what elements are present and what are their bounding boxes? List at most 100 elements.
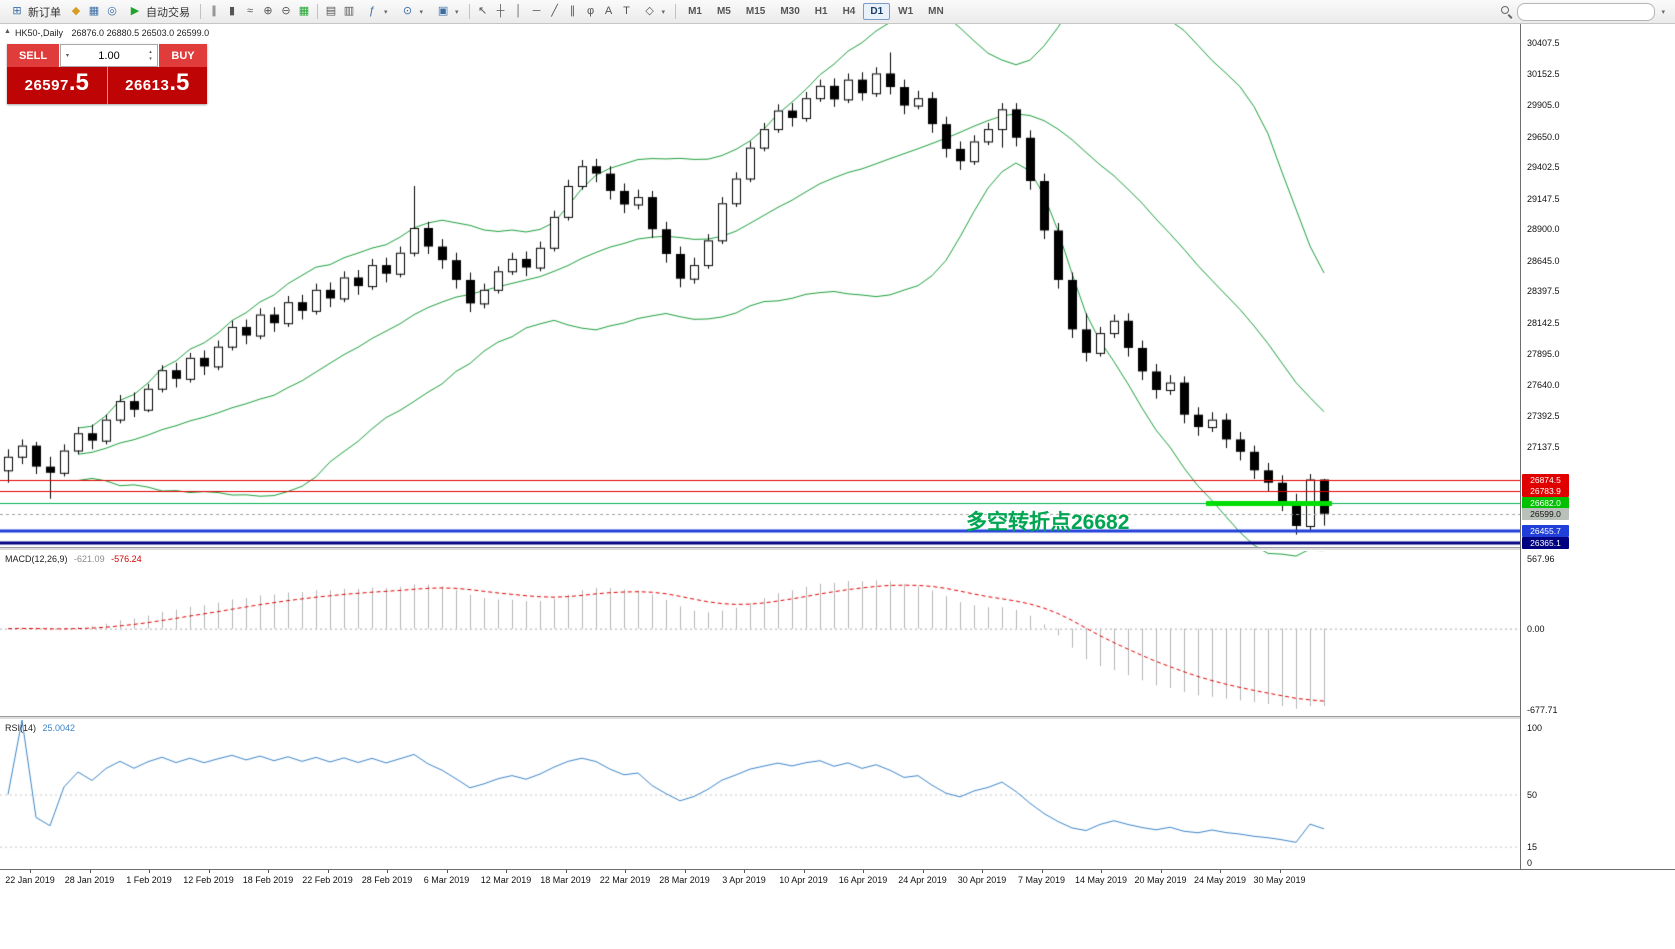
date-tick	[565, 870, 567, 873]
fibonacci-icon[interactable]: φ	[586, 5, 595, 17]
date-label: 30 May 2019	[1253, 875, 1306, 885]
periods-button[interactable]: ⊙ ▾	[395, 2, 429, 22]
crosshair-icon[interactable]: ┼	[496, 5, 505, 17]
date-label: 3 Apr 2019	[722, 875, 766, 885]
timeframe-w1-button[interactable]: W1	[898, 6, 914, 17]
date-tick	[922, 870, 924, 873]
price-level-tag[interactable]: 26874.5	[1522, 473, 1569, 486]
tile-windows-icon[interactable]: ▤	[325, 5, 337, 17]
chevron-down-icon: ▾	[419, 8, 424, 16]
zoom-in-icon[interactable]: ⊕	[263, 5, 273, 17]
macd-name: MACD(12,26,9)	[5, 554, 68, 564]
date-label: 22 Mar 2019	[599, 875, 651, 885]
date-tick	[149, 870, 150, 873]
price-tick-label: 28397.5	[1527, 286, 1560, 297]
cursor-icon[interactable]: ↖	[477, 5, 488, 17]
profile-icon[interactable]: ◎	[107, 5, 117, 17]
chart-plot-canvas[interactable]	[0, 24, 1520, 949]
pane-separator[interactable]	[0, 547, 1675, 551]
channel-icon[interactable]: ∥	[569, 5, 576, 17]
price-level-tag[interactable]: 26783.9	[1522, 484, 1569, 497]
chart-ohlc-values: 26876.0 26880.5 26503.0 26599.0	[71, 28, 210, 38]
timeframe-h1-button[interactable]: H1	[814, 6, 828, 17]
cascade-windows-icon[interactable]: ▥	[343, 5, 355, 17]
indicators-button[interactable]: ƒ ▾	[359, 2, 393, 22]
rsi-label: RSI(14) 25.0042	[5, 723, 75, 733]
templates-icon: ▣	[437, 5, 449, 17]
autotrade-play-icon: ▶	[130, 5, 140, 17]
price-tick-label: 27640.0	[1527, 380, 1560, 391]
price-tick-label: 29402.5	[1527, 162, 1560, 173]
time-axis[interactable]: 22 Jan 2019 28 Jan 2019 1 Feb 2019 12 Feb 2…	[0, 869, 1675, 889]
timeframe-mn-button[interactable]: MN	[928, 6, 944, 17]
rsi-name: RSI(14)	[5, 723, 37, 733]
volume-down-icon[interactable]: ▾	[149, 55, 152, 62]
buy-price-base: 26613	[125, 77, 170, 94]
one-click-trade-panel: SELL ▾ ▴ ▾ BUY 26597 .5 26613 .5	[7, 44, 207, 104]
date-label: 12 Feb 2019	[183, 875, 234, 885]
date-label: 12 Mar 2019	[480, 875, 532, 885]
chevron-down-icon: ▾	[661, 8, 666, 16]
search-icon[interactable]	[1501, 6, 1512, 17]
date-tick	[982, 870, 983, 873]
charts-icon[interactable]: ▦	[88, 5, 100, 17]
search-input[interactable]	[1517, 2, 1656, 21]
mql-market-icon[interactable]: ◆	[71, 5, 81, 17]
price-tick-label: 29147.5	[1527, 193, 1560, 204]
timeframe-m15-button[interactable]: M15	[745, 6, 766, 17]
volume-input[interactable]	[74, 45, 144, 66]
pane-separator[interactable]	[0, 716, 1675, 720]
candlestick-chart-icon[interactable]: ▮	[228, 5, 236, 17]
label-tool-icon[interactable]: T	[623, 5, 630, 17]
macd-scale-label: -677.71	[1527, 705, 1558, 715]
timeframe-m1-button[interactable]: M1	[688, 6, 702, 17]
chevron-down-icon[interactable]: ▾	[1661, 8, 1665, 16]
price-level-tag[interactable]: 26455.7	[1522, 525, 1569, 538]
volume-dropdown-icon[interactable]: ▾	[65, 53, 69, 59]
buy-button[interactable]: BUY	[159, 44, 207, 67]
date-label: 14 May 2019	[1074, 875, 1128, 885]
chart-annotation-text[interactable]: 多空转折点26682	[966, 511, 1130, 534]
price-level-tag[interactable]: 26365.1	[1522, 536, 1569, 549]
trendline-icon[interactable]: ╱	[551, 5, 558, 17]
date-label: 24 May 2019	[1193, 875, 1247, 885]
timeframe-m5-button[interactable]: M5	[716, 6, 731, 17]
date-label: 18 Feb 2019	[242, 875, 294, 885]
horizontal-line-icon[interactable]: ─	[532, 5, 541, 17]
templates-button[interactable]: ▣ ▾	[430, 2, 464, 22]
date-label: 28 Jan 2019	[64, 875, 115, 885]
date-tick	[268, 870, 269, 873]
date-label: 20 May 2019	[1134, 875, 1187, 885]
rsi-value: 25.0042	[42, 723, 76, 733]
one-click-collapse-icon[interactable]: ▲	[4, 28, 11, 35]
sell-button[interactable]: SELL	[7, 44, 59, 67]
timeframe-d1-button[interactable]: D1	[863, 3, 891, 20]
timeframe-h4-button[interactable]: H4	[842, 6, 856, 17]
price-scale[interactable]: 30407.5 30152.5 29905.0 29650.0 29402.5 29147…	[1520, 24, 1675, 869]
sell-price[interactable]: 26597 .5	[7, 67, 107, 104]
volume-up-down-icons[interactable]: ▴ ▾	[144, 45, 157, 66]
buy-price[interactable]: 26613 .5	[106, 67, 208, 104]
new-order-button[interactable]: ⊞ 新订单	[4, 2, 66, 22]
price-tick-label: 28900.0	[1527, 224, 1560, 235]
zoom-out-icon[interactable]: ⊖	[281, 5, 291, 17]
timeframe-m30-button[interactable]: M30	[780, 6, 800, 17]
timeframe-group: M1 M5 M15 M30 H1 H4 D1 W1 MN	[681, 3, 951, 20]
text-tool-icon[interactable]: A	[604, 5, 613, 17]
date-tick	[1041, 870, 1043, 873]
price-level-tag[interactable]: 26682.0	[1522, 497, 1569, 510]
bar-chart-icon[interactable]: ∥	[211, 5, 217, 17]
date-label: 16 Apr 2019	[838, 875, 888, 885]
line-chart-icon[interactable]: ≈	[246, 5, 254, 17]
shapes-button[interactable]: ◇ ▾	[637, 2, 671, 22]
shapes-icon: ◇	[645, 5, 654, 17]
price-level-tag[interactable]: 26599.0	[1522, 507, 1569, 520]
chart-window: ▲ HK50-,Daily 26876.0 26880.5 26503.0 26…	[0, 24, 1675, 949]
vertical-line-icon[interactable]: │	[515, 5, 522, 17]
grid-icon[interactable]: ▦	[298, 5, 310, 17]
volume-up-icon[interactable]: ▴	[149, 48, 152, 55]
rsi-scale-label: 0	[1527, 858, 1533, 868]
date-tick	[1220, 870, 1221, 873]
autotrade-button[interactable]: ▶ 自动交易	[122, 2, 195, 22]
date-label: 1 Feb 2019	[126, 875, 172, 885]
